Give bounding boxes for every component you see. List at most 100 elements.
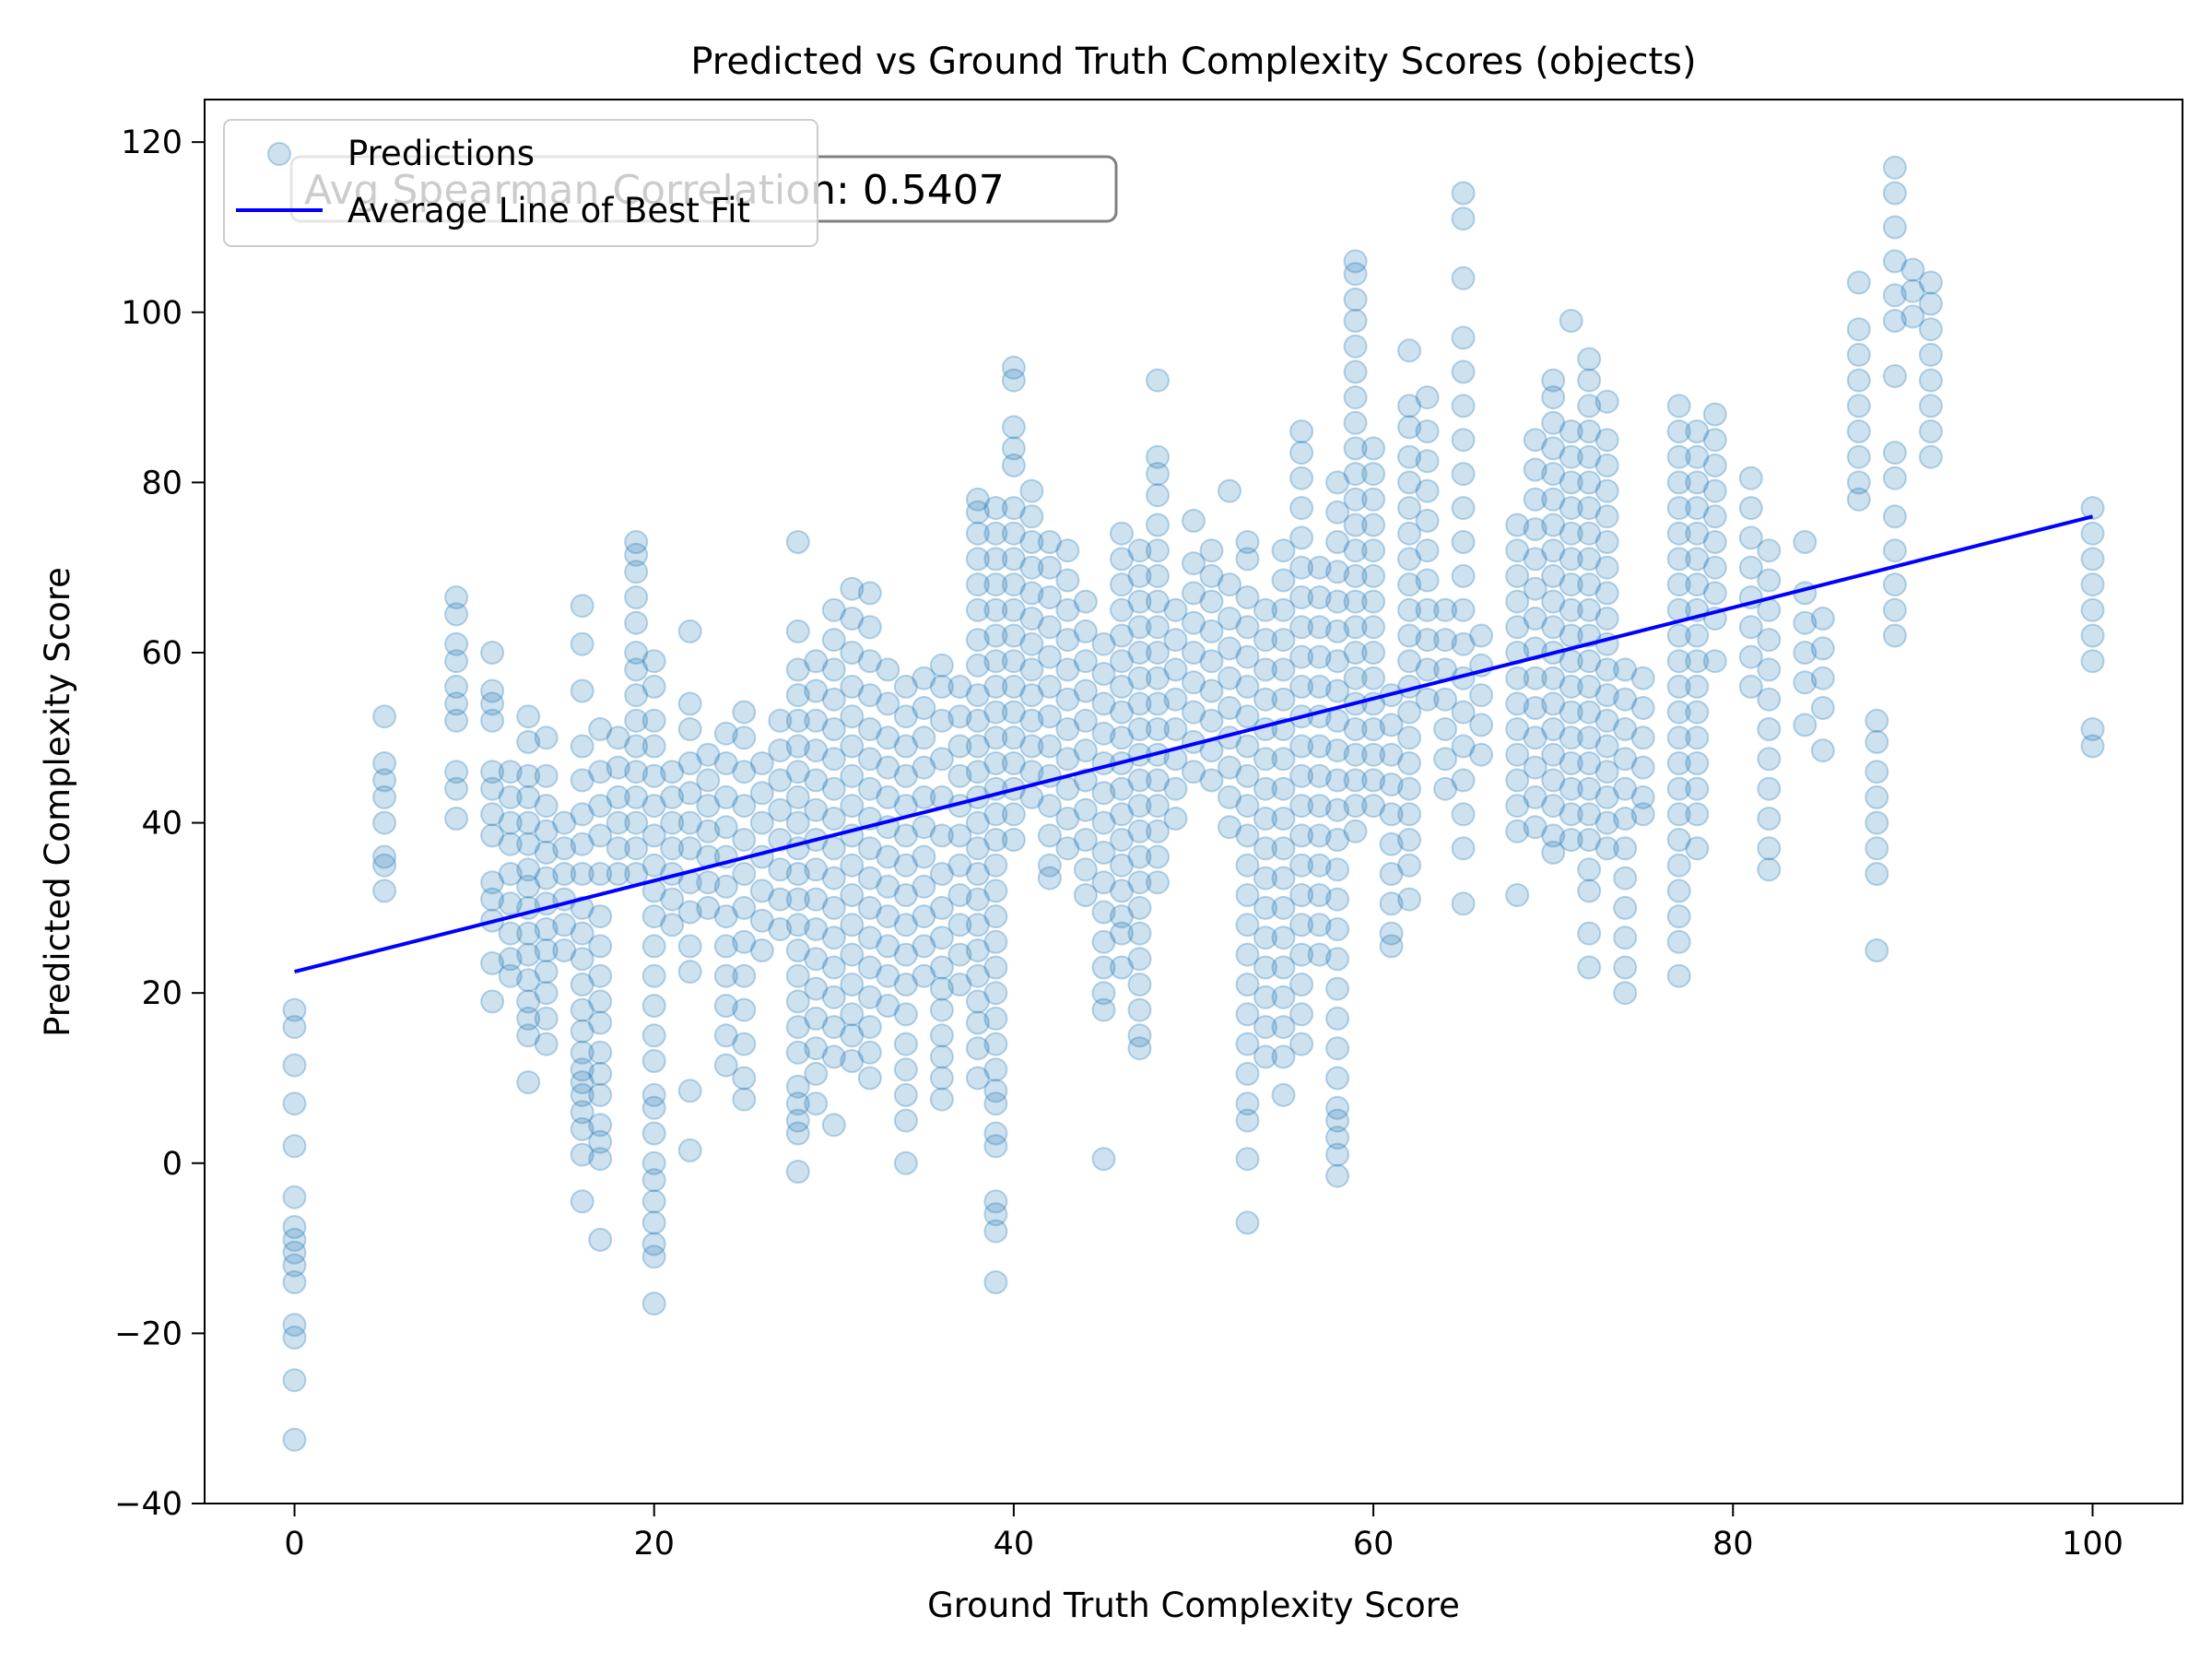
scatter-point: [785, 1015, 810, 1040]
scatter-point: [1594, 530, 1619, 554]
scatter-point: [641, 963, 666, 988]
scatter-point: [1846, 317, 1871, 342]
scatter-point: [1289, 615, 1314, 640]
scatter-point: [1451, 836, 1476, 861]
scatter-point: [1523, 487, 1547, 512]
scatter-point: [713, 1023, 738, 1048]
scatter-point: [1882, 283, 1907, 308]
scatter-point: [660, 760, 685, 784]
scatter-point: [804, 738, 829, 763]
scatter-point: [1882, 538, 1907, 563]
scatter-point: [480, 641, 505, 665]
scatter-point: [1289, 853, 1314, 878]
scatter-point: [804, 1036, 829, 1061]
scatter-point: [1702, 504, 1727, 529]
scatter-point: [677, 810, 702, 835]
scatter-point: [1001, 802, 1026, 827]
scatter-point: [1127, 615, 1152, 640]
scatter-point: [840, 794, 865, 819]
scatter-point: [1019, 683, 1044, 708]
scatter-point: [893, 1002, 918, 1027]
scatter-point: [1630, 755, 1655, 780]
scatter-point: [444, 708, 469, 733]
scatter-point: [785, 887, 810, 912]
scatter-point: [1702, 402, 1727, 427]
scatter-point: [1289, 973, 1314, 997]
scatter-point: [1918, 368, 1943, 393]
scatter-point: [1469, 713, 1494, 737]
scatter-point: [929, 747, 954, 772]
scatter-point: [1127, 538, 1152, 563]
scatter-point: [1757, 657, 1782, 682]
scatter-point: [1793, 713, 1818, 737]
scatter-point: [1882, 466, 1907, 490]
scatter-point: [1235, 704, 1260, 729]
scatter-point: [1559, 597, 1583, 622]
scatter-point: [821, 1015, 846, 1040]
scatter-point: [1397, 444, 1422, 469]
scatter-point: [480, 760, 505, 784]
scatter-point: [1882, 597, 1907, 622]
scatter-point: [1019, 530, 1044, 554]
scatter-point: [893, 942, 918, 967]
scatter-point: [1685, 700, 1710, 725]
scatter-point: [1523, 666, 1547, 690]
scatter-point: [1559, 751, 1583, 775]
scatter-point: [1307, 585, 1332, 609]
scatter-point: [1073, 589, 1098, 614]
scatter-point: [1235, 1002, 1260, 1027]
scatter-point: [624, 734, 649, 759]
scatter-point: [677, 781, 702, 806]
scatter-point: [1235, 530, 1260, 554]
scatter-point: [1235, 1061, 1260, 1086]
scatter-point: [1055, 807, 1080, 831]
scatter-point: [1559, 470, 1583, 495]
scatter-point: [857, 776, 882, 801]
scatter-point: [641, 1150, 666, 1175]
scatter-point: [965, 708, 990, 733]
scatter-point: [1307, 823, 1332, 848]
scatter-point: [1110, 955, 1134, 980]
scatter-point: [1146, 368, 1170, 393]
scatter-point: [804, 1091, 829, 1116]
fit-line: [294, 514, 2093, 974]
scatter-point: [1019, 581, 1044, 606]
scatter-point: [983, 853, 1008, 878]
scatter-point: [1577, 751, 1602, 775]
scatter-point: [1397, 547, 1422, 572]
scatter-point: [1235, 674, 1260, 699]
scatter-point: [804, 649, 829, 674]
scatter-point: [1289, 466, 1314, 490]
scatter-point: [2080, 547, 2105, 572]
scatter-point: [660, 810, 685, 835]
scatter-point: [1146, 794, 1170, 819]
scatter-point: [1271, 568, 1296, 593]
scatter-point: [1415, 597, 1440, 622]
scatter-point: [821, 747, 846, 772]
scatter-point: [1325, 1108, 1350, 1133]
scatter-point: [1235, 547, 1260, 572]
scatter-point: [1613, 747, 1638, 772]
scatter-point: [1127, 819, 1152, 843]
scatter-point: [947, 883, 972, 907]
scatter-point: [929, 1066, 954, 1091]
scatter-point: [965, 597, 990, 622]
scatter-point: [1523, 607, 1547, 631]
scatter-point: [1415, 628, 1440, 653]
scatter-point: [1001, 355, 1026, 380]
scatter-point: [1218, 755, 1241, 780]
scatter-point: [929, 1044, 954, 1069]
scatter-point: [606, 810, 630, 835]
scatter-point: [1433, 628, 1458, 653]
legend-box: [223, 119, 818, 247]
scatter-point: [498, 810, 523, 835]
scatter-point: [1163, 597, 1188, 622]
scatter-point: [821, 807, 846, 831]
scatter-point: [498, 947, 523, 972]
scatter-point: [1001, 597, 1026, 622]
scatter-point: [570, 895, 594, 920]
scatter-point: [1127, 768, 1152, 793]
scatter-point: [2080, 521, 2105, 546]
scatter-point: [1037, 734, 1062, 759]
